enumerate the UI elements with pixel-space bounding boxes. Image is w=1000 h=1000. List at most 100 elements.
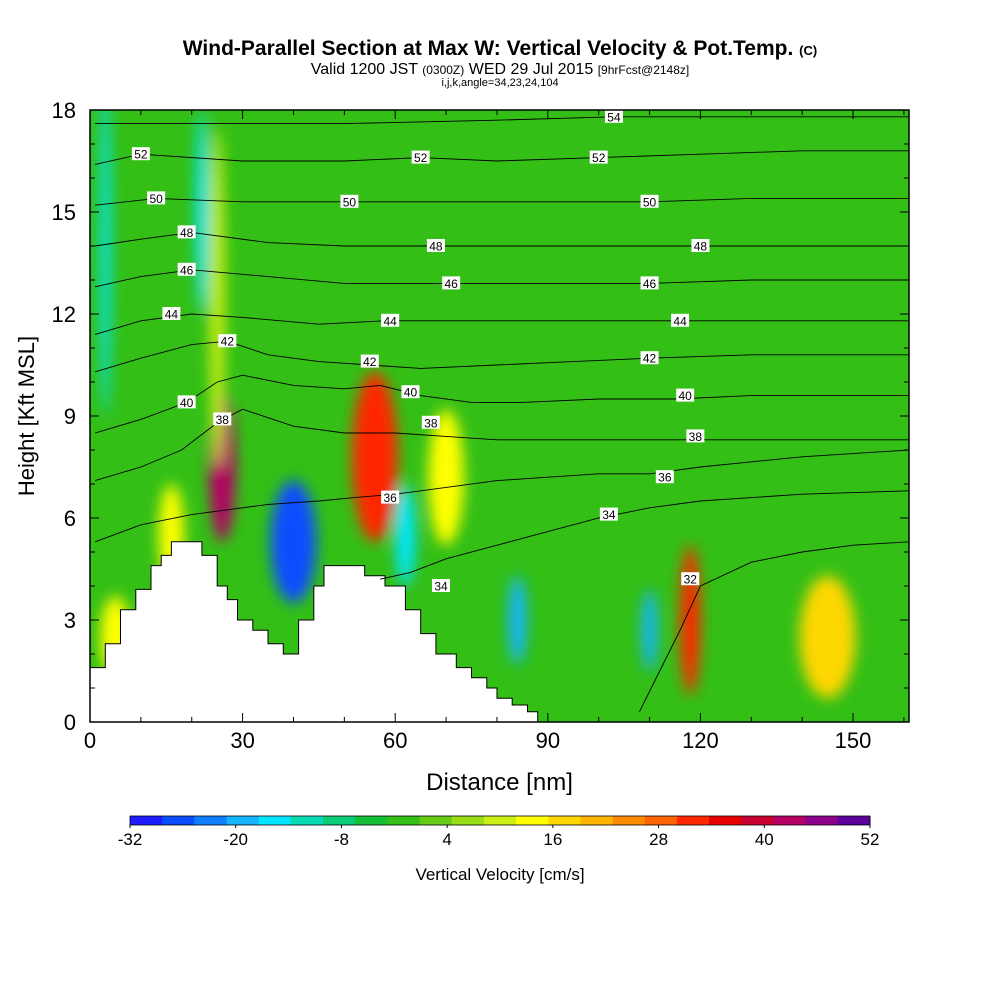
y-tick-label: 9: [64, 404, 76, 429]
colorbar-swatch: [612, 816, 646, 825]
subtitle-line: Valid 1200 JST (0300Z) WED 29 Jul 2015 […: [0, 61, 1000, 79]
isentrope-label-box: [381, 313, 400, 327]
isentrope-label: 40: [180, 396, 194, 410]
isentrope-label-box: [426, 239, 445, 252]
isentrope-label-box: [671, 313, 690, 327]
isentrope-label-box: [640, 276, 659, 290]
y-tick-label: 15: [52, 200, 76, 225]
isentrope-label-box: [432, 579, 450, 592]
isentrope-label: 42: [363, 355, 377, 369]
isentrope-label: 34: [602, 508, 616, 522]
colorbar-swatch: [355, 816, 388, 825]
isentrope-label: 32: [684, 573, 698, 587]
isentrope-label: 50: [343, 195, 357, 209]
isentrope-line: [94, 374, 909, 434]
colorbar-swatch: [805, 816, 839, 825]
valid-date: WED 29 Jul 2015: [468, 61, 594, 78]
isentrope-label-box: [381, 490, 400, 504]
velocity-cell: [508, 575, 527, 665]
colorbar-swatch: [580, 816, 614, 825]
isentrope-label: 46: [444, 277, 458, 291]
isentrope-line: [379, 490, 909, 580]
title-mark: (C): [799, 43, 818, 58]
isentrope-label: 50: [149, 192, 163, 206]
isentrope-label-box: [691, 239, 710, 252]
colorbar-swatch: [773, 816, 807, 825]
velocity-cell: [270, 480, 317, 603]
isentrope-label-box: [177, 262, 196, 276]
isentrope-label-box: [131, 147, 150, 161]
velocity-cell: [641, 589, 658, 671]
velocity-cell: [680, 545, 701, 695]
isentrope-label-box: [218, 334, 237, 348]
isentrope-label-box: [177, 395, 196, 409]
chart-title-line: Wind-Parallel Section at Max W: Vertical…: [0, 37, 1000, 61]
velocity-cell: [195, 110, 209, 314]
isentrope-line: [95, 269, 909, 288]
x-tick-label: 120: [682, 728, 719, 753]
isentrope-label-box: [421, 415, 440, 429]
y-axis-label: Height [Kft MSL]: [14, 336, 39, 496]
velocity-cell: [395, 484, 416, 586]
isentrope-label: 36: [658, 471, 672, 485]
isentrope-label-box: [442, 276, 461, 290]
isentrope-label: 44: [673, 314, 687, 328]
isentrope-label: 48: [429, 240, 443, 254]
x-tick-label: 0: [84, 728, 96, 753]
x-axis-label: Distance [nm]: [426, 769, 573, 796]
isentrope-label: 46: [643, 277, 657, 291]
colorbar-swatch: [290, 816, 324, 825]
isentrope-label-box: [681, 572, 700, 586]
isentrope-label-box: [640, 351, 659, 365]
y-tick-label: 18: [52, 98, 76, 123]
colorbar-swatch: [516, 816, 549, 825]
isentrope-label: 38: [689, 430, 703, 444]
x-tick-label: 30: [230, 728, 254, 753]
isentrope-label: 52: [414, 151, 428, 165]
isentrope-line: [94, 408, 909, 482]
isentrope-line: [95, 197, 909, 206]
isentrope-label-box: [640, 194, 659, 208]
colorbar-swatch: [709, 816, 742, 825]
isentrope-label: 52: [592, 151, 606, 165]
velocity-cell: [100, 110, 111, 416]
isentrope-label: 46: [180, 263, 194, 277]
colorbar-swatch: [194, 816, 228, 825]
isentrope-label-box: [676, 388, 695, 402]
isentrope-label: 34: [434, 580, 448, 594]
grid-info-line: i,j,k,angle=34,23,24,104: [0, 77, 1000, 89]
valid-time: Valid 1200 JST: [310, 61, 418, 78]
isentrope-label-box: [162, 307, 181, 320]
colorbar-swatch: [644, 816, 678, 825]
isentrope-label: 36: [383, 491, 397, 505]
colorbar-swatch: [451, 816, 485, 825]
isentrope-label: 44: [165, 308, 179, 322]
isentrope-label-box: [604, 109, 623, 123]
isentrope-line: [95, 116, 909, 125]
isentrope-label-box: [147, 191, 166, 205]
colorbar-tick-label: -32: [118, 830, 143, 849]
y-tick-label: 3: [64, 608, 76, 633]
colorbar-swatch: [741, 816, 774, 825]
isentrope-label: 38: [424, 416, 438, 430]
x-tick-label: 150: [835, 728, 872, 753]
colorbar-label: Vertical Velocity [cm/s]: [415, 865, 584, 884]
isentrope-line: [94, 449, 909, 543]
isentrope-label-box: [360, 354, 379, 368]
forecast-info: [9hrFcst@2148z]: [597, 63, 690, 77]
isentrope-label-box: [589, 150, 608, 164]
isentrope-label: 40: [678, 389, 692, 403]
valid-utc: (0300Z): [422, 63, 465, 77]
colorbar-tick-label: 52: [861, 830, 880, 849]
colorbar-swatch: [130, 816, 163, 825]
isentrope-label: 40: [404, 386, 418, 400]
isentrope-label-box: [655, 470, 674, 484]
colorbar-tick-label: 40: [755, 830, 774, 849]
isentrope-label-box: [340, 194, 359, 208]
isentrope-line: [638, 541, 909, 713]
colorbar-swatch: [162, 816, 195, 825]
colorbar-frame: [129, 815, 871, 826]
velocity-cell: [351, 371, 398, 542]
isentrope-label-box: [599, 507, 618, 521]
